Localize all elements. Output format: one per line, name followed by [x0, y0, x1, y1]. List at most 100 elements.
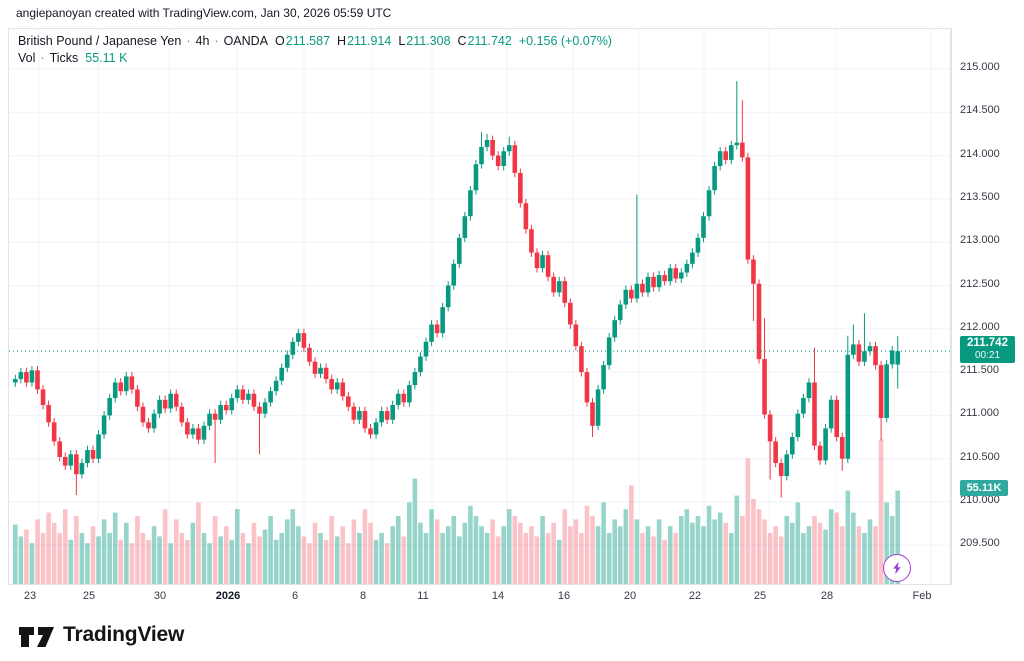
volume-bar — [79, 533, 85, 584]
candle-body — [201, 425, 207, 440]
candle-body — [96, 434, 101, 459]
candle-body — [157, 399, 162, 414]
volume-bar — [312, 522, 318, 584]
legend-volume-row: Vol · Ticks 55.11 K — [18, 50, 612, 67]
candle-body — [162, 399, 168, 409]
flash-events-button[interactable] — [883, 554, 911, 582]
interval-value[interactable]: 4h — [195, 34, 210, 48]
volume-bar — [823, 529, 828, 584]
candle-body — [340, 382, 346, 397]
bar-countdown: 00:21 — [974, 350, 1001, 362]
candle-body — [518, 172, 523, 204]
lightning-icon — [893, 561, 901, 575]
volume-bar — [590, 516, 595, 584]
price-axis-label: 209.500 — [960, 537, 1000, 550]
candle-body — [135, 389, 140, 407]
candle-body — [545, 255, 551, 277]
candle-body — [839, 437, 845, 459]
volume-bar — [290, 509, 296, 584]
volume-bar — [584, 505, 590, 584]
price-axis[interactable]: 211.742 00:21 55.11K 215.000 214.500 214.0… — [950, 28, 1024, 585]
candle-body — [35, 370, 40, 390]
volume-bar — [373, 539, 379, 584]
symbol-name[interactable]: British Pound / Japanese Yen — [18, 34, 182, 48]
volume-bar — [368, 522, 373, 584]
volume-bar — [318, 533, 323, 584]
volume-bar — [695, 516, 701, 584]
volume-bar — [257, 536, 262, 584]
candle-body — [79, 463, 85, 475]
volume-bar — [690, 522, 695, 584]
candle-body — [684, 263, 690, 273]
volume-bar — [46, 512, 51, 584]
time-axis-label: 6 — [291, 590, 299, 602]
volume-bar — [451, 516, 457, 584]
candle-body — [773, 441, 778, 464]
candle-body — [751, 259, 756, 284]
volume-bar — [157, 536, 162, 584]
candle-body — [662, 275, 667, 282]
time-axis-label: 23 — [23, 590, 37, 602]
volume-bar — [434, 519, 440, 584]
volume-bar — [656, 519, 662, 584]
volume-bar — [529, 526, 534, 584]
candle-body — [573, 324, 579, 347]
volume-bar — [334, 536, 340, 584]
candle-body — [451, 263, 457, 286]
volume-bar — [856, 526, 862, 584]
time-axis-label: Feb — [912, 590, 932, 602]
volume-bar — [118, 539, 124, 584]
volume-bar — [107, 533, 112, 584]
candle-body — [146, 422, 151, 429]
volume-bar — [185, 539, 190, 584]
low-value: 211.308 — [406, 34, 451, 48]
volume-bar — [423, 533, 429, 584]
volume-value: 55.11 K — [85, 51, 128, 65]
candle-body — [395, 393, 401, 406]
candle-body — [85, 450, 90, 464]
candle-body — [734, 142, 740, 146]
volume-bar — [617, 526, 623, 584]
candle-body — [185, 422, 190, 435]
volume-bar — [851, 512, 856, 584]
candle-body — [795, 413, 801, 438]
volume-bar — [240, 533, 246, 584]
tradingview-logo[interactable]: TradingView — [18, 620, 184, 650]
price-axis-label: 214.500 — [960, 104, 1000, 117]
candle-body — [257, 406, 262, 414]
legend-separator: · — [186, 34, 191, 48]
close-value: 211.742 — [467, 34, 512, 48]
volume-bar — [762, 519, 767, 584]
volume-bar — [667, 526, 673, 584]
candle-body — [701, 216, 706, 238]
candle-body — [656, 275, 662, 288]
volume-bar — [18, 536, 24, 584]
time-axis-label: 22 — [688, 590, 702, 602]
candle-body — [107, 398, 112, 416]
volume-bar — [534, 536, 540, 584]
volume-bar — [484, 533, 490, 584]
candle-body — [351, 406, 357, 420]
volume-bar — [512, 516, 518, 584]
time-axis[interactable]: 23 25 30 2026 6 8 11 14 16 20 22 25 28 Feb — [8, 584, 952, 611]
candle-body — [645, 276, 651, 293]
candle-body — [551, 276, 556, 293]
price-chart[interactable] — [9, 29, 951, 584]
candle-body — [778, 463, 784, 477]
candle-body — [490, 140, 495, 156]
volume-bar — [124, 522, 129, 584]
volume-bar — [212, 516, 218, 584]
price-axis-label: 212.500 — [960, 277, 1000, 290]
volume-bar — [329, 516, 334, 584]
candle-body — [379, 411, 384, 423]
candle-body — [429, 324, 434, 342]
volume-bar — [706, 505, 712, 584]
volume-label: Vol — [18, 51, 36, 65]
volume-bar — [74, 516, 79, 584]
volume-bar — [112, 512, 118, 584]
volume-bar — [357, 533, 362, 584]
volume-bar — [862, 533, 867, 584]
chart-legend[interactable]: British Pound / Japanese Yen · 4h · OAND… — [18, 33, 612, 67]
chart-pane[interactable] — [8, 28, 952, 585]
volume-bar — [568, 526, 573, 584]
